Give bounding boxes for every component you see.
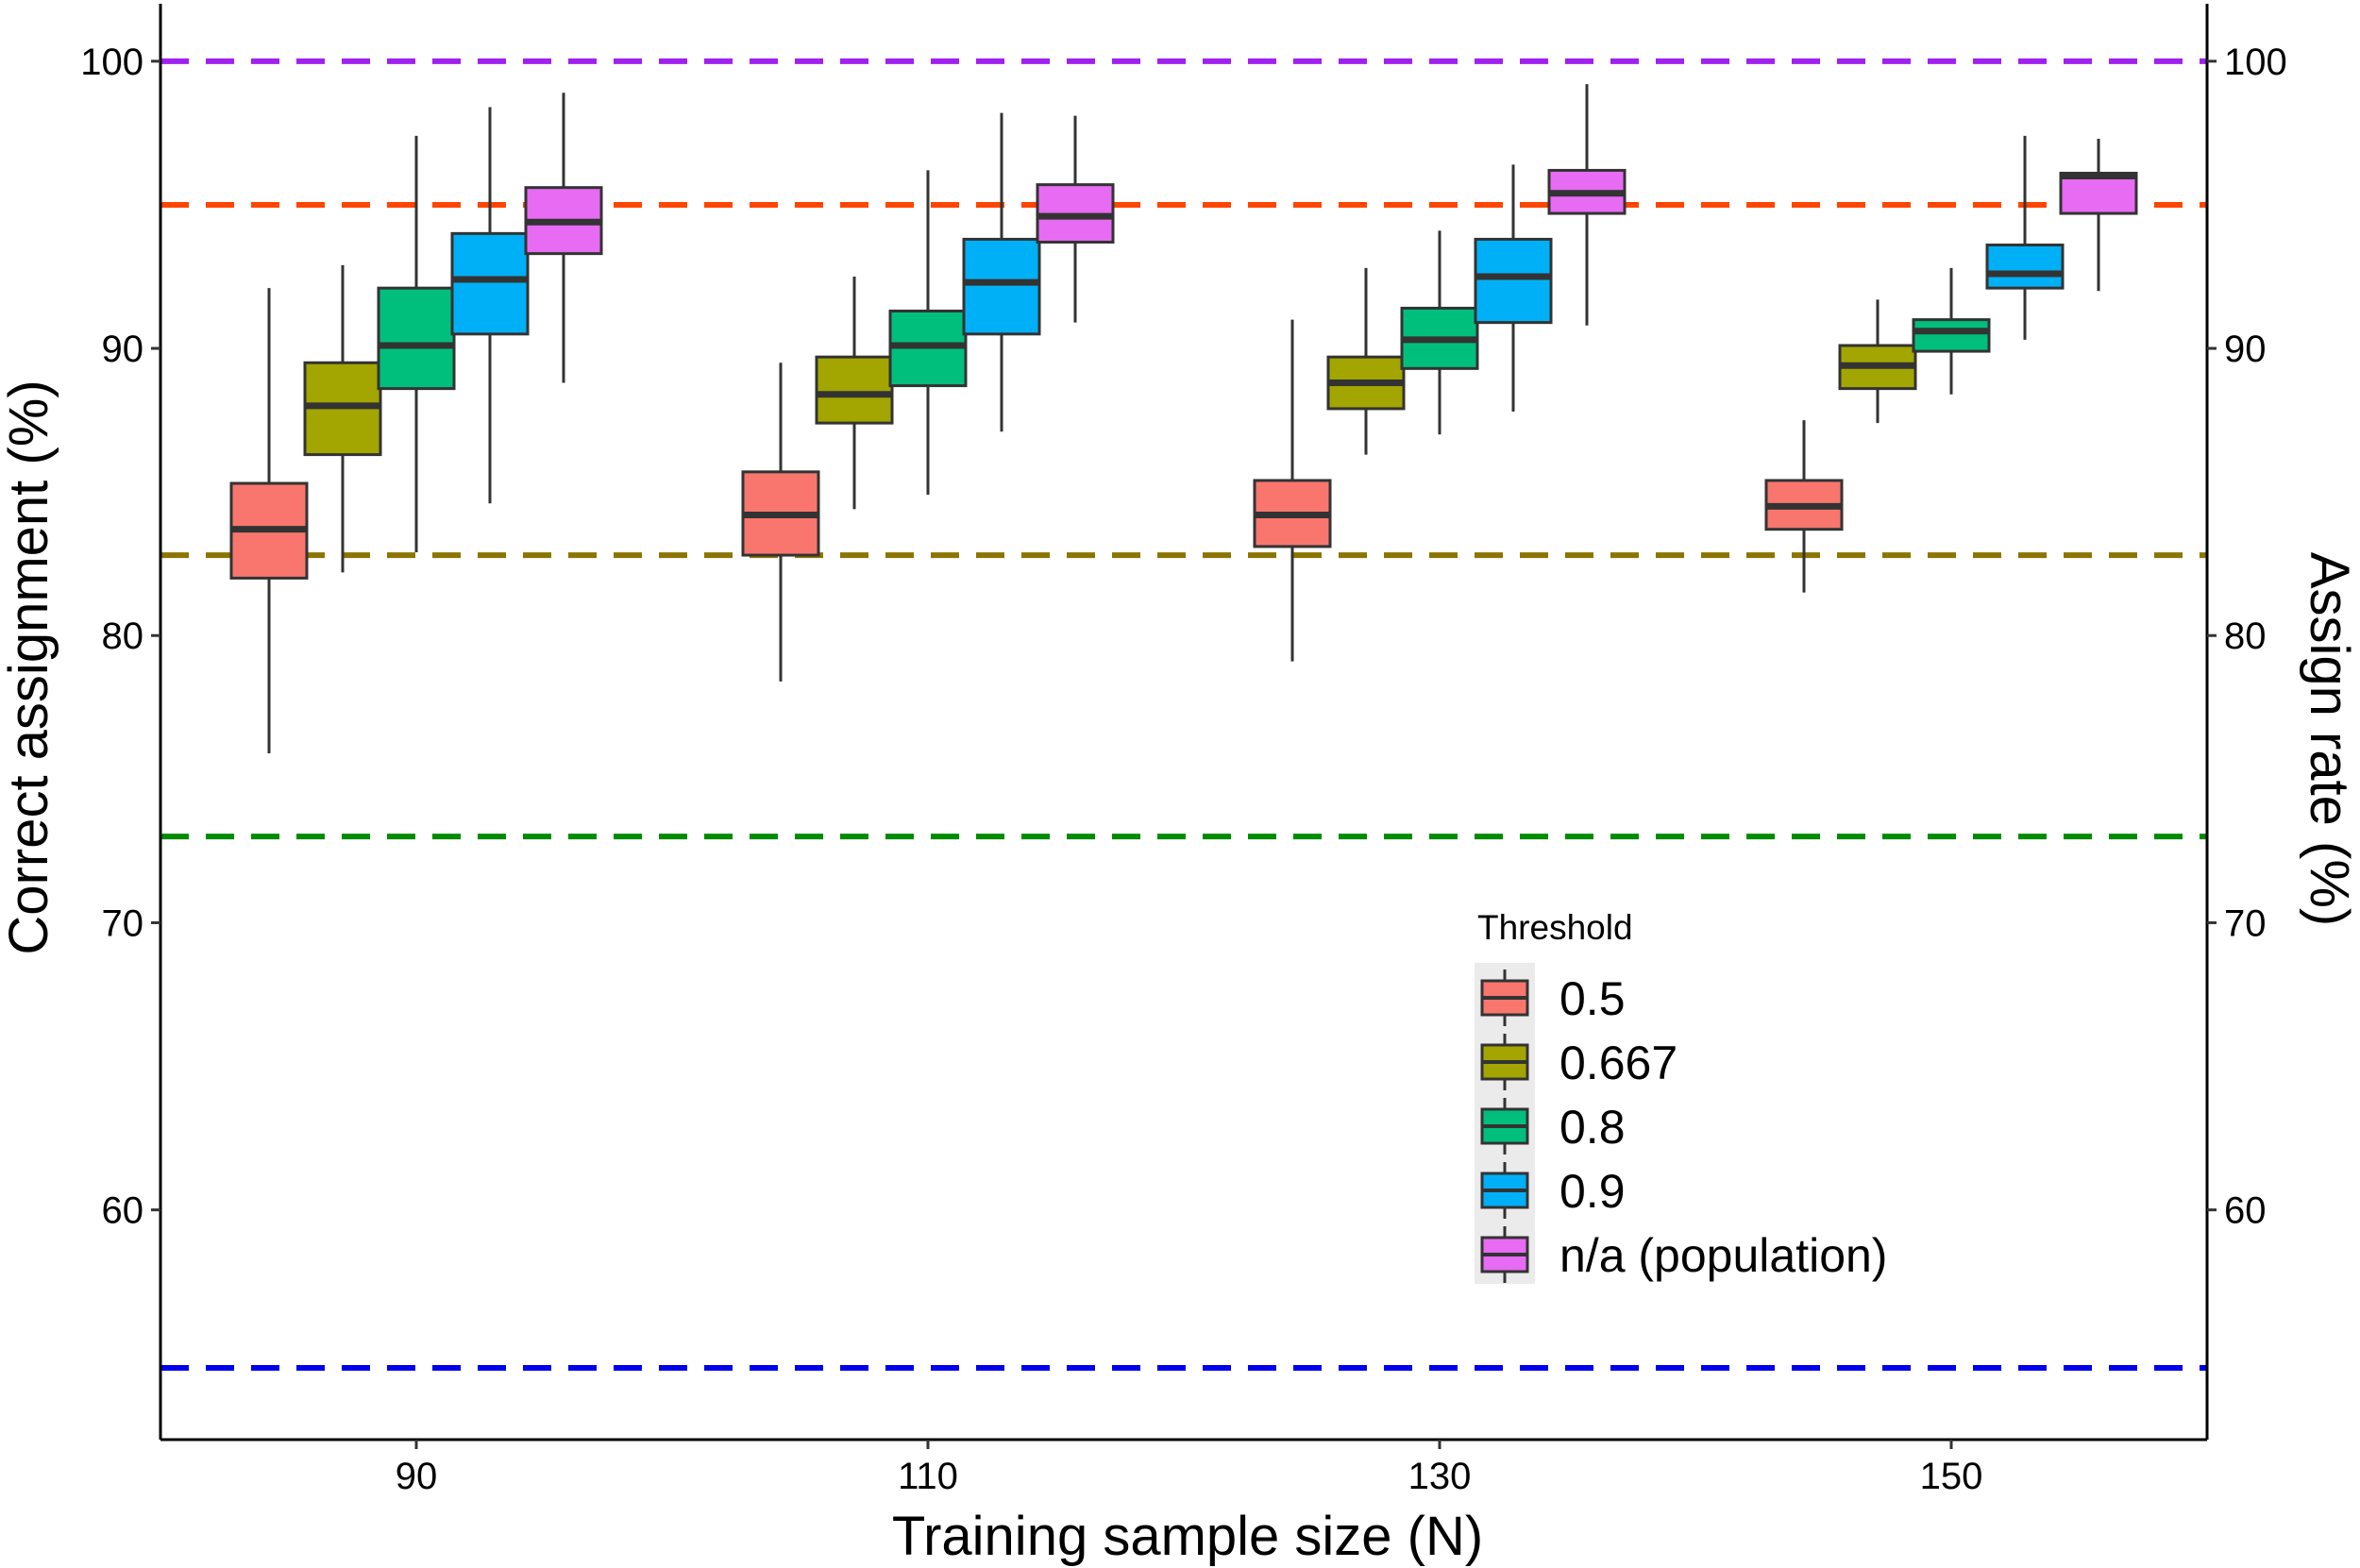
legend-entry-3: 0.9 xyxy=(1480,1162,1626,1219)
y-tick-label-left: 60 xyxy=(102,1190,144,1232)
legend-entry-1: 0.667 xyxy=(1480,1034,1677,1090)
y-axis-title-right: Assign rate (%) xyxy=(2299,552,2360,926)
box-4-2 xyxy=(1547,84,1627,326)
box-2-2 xyxy=(1400,230,1479,435)
box-0-1 xyxy=(741,362,820,682)
box xyxy=(815,355,894,425)
legend-label: 0.9 xyxy=(1559,1165,1626,1218)
box-3-3 xyxy=(1985,135,2065,340)
box-1-3 xyxy=(1838,299,1917,424)
box xyxy=(450,231,530,336)
legend-entry-4: n/a (population) xyxy=(1480,1226,1887,1283)
box-0-2 xyxy=(1253,319,1332,662)
box-3-2 xyxy=(1474,164,1553,412)
x-tick-label: 110 xyxy=(898,1456,958,1497)
box-2-0 xyxy=(377,135,456,553)
box-0-0 xyxy=(229,288,309,753)
box-2-1 xyxy=(888,170,968,496)
y-tick-label-left: 80 xyxy=(102,615,144,657)
tick-labels: 60 60 70 70 80 80 90 90 100 100 90 110 130 150 xyxy=(80,42,2287,1497)
x-tick-label: 130 xyxy=(1408,1456,1472,1497)
axes xyxy=(159,4,2209,1442)
legend-title: Threshold xyxy=(1477,908,1633,947)
reference-lines xyxy=(160,58,2207,1371)
box xyxy=(377,286,456,391)
box-4-0 xyxy=(524,93,603,383)
y-tick-label-right: 90 xyxy=(2224,329,2267,370)
legend-label: 0.667 xyxy=(1559,1037,1677,1089)
box-0-3 xyxy=(1764,420,1844,593)
legend-entry-2: 0.8 xyxy=(1480,1098,1626,1155)
box xyxy=(1912,318,1991,353)
box-1-0 xyxy=(303,264,382,573)
box-4-3 xyxy=(2059,138,2138,292)
legend-entry-0: 0.5 xyxy=(1480,969,1626,1026)
y-axis-title-left: Correct assignment (%) xyxy=(0,379,59,954)
box-series xyxy=(229,84,2138,753)
box-2-3 xyxy=(1912,267,1991,395)
box-1-2 xyxy=(1326,267,1406,455)
box-3-0 xyxy=(450,107,530,504)
y-tick-label-right: 100 xyxy=(2224,42,2287,83)
y-tick-label-left: 70 xyxy=(102,902,144,944)
legend-label: 0.5 xyxy=(1559,972,1626,1025)
box xyxy=(962,237,1041,336)
legend: Threshold 0.5 0.667 0.8 0.9 n/a (population) xyxy=(1475,908,1887,1284)
y-tick-label-right: 80 xyxy=(2224,615,2267,657)
box-4-1 xyxy=(1036,115,1115,323)
x-axis-title: Training sample size (N) xyxy=(892,1506,1483,1567)
y-tick-label-left: 100 xyxy=(80,42,143,83)
legend-label: 0.8 xyxy=(1559,1101,1626,1154)
legend-label: n/a (population) xyxy=(1559,1229,1887,1282)
y-tick-label-right: 60 xyxy=(2224,1190,2267,1232)
x-tick-label: 150 xyxy=(1920,1456,1983,1497)
box xyxy=(1985,244,2065,290)
box-3-1 xyxy=(962,112,1041,432)
box xyxy=(1474,237,1553,325)
x-tick-label: 90 xyxy=(396,1456,438,1497)
box-1-1 xyxy=(815,276,894,510)
y-tick-label-left: 90 xyxy=(102,329,144,370)
y-tick-label-right: 70 xyxy=(2224,902,2267,944)
